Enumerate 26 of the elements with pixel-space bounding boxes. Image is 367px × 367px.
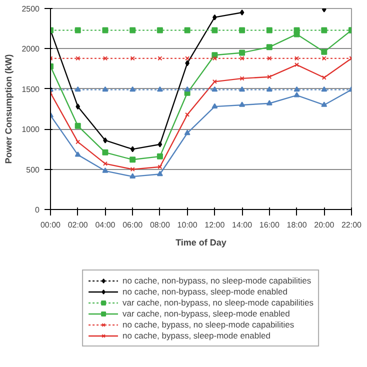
x-tick-label: 22:00: [341, 220, 362, 230]
x-tick-label: 02:00: [68, 220, 88, 230]
x-tick-label: 06:00: [122, 220, 144, 230]
legend-label: no cache, bypass, no sleep-mode capabilities: [122, 319, 294, 329]
x-tick-label: 16:00: [259, 220, 280, 230]
y-tick-label: 0: [35, 206, 40, 214]
x-tick-label: 00:00: [40, 220, 62, 230]
y-tick-label: 500: [26, 165, 40, 174]
y-tick-label: 1000: [22, 125, 40, 134]
y-axis-title: Power Consumption (kW): [4, 54, 14, 164]
legend-label: var cache, non-bypass, sleep-mode enabled: [122, 308, 290, 318]
x-tick-label: 20:00: [314, 220, 335, 230]
x-tick-label: 08:00: [150, 220, 171, 230]
legend-label: no cache, bypass, sleep-mode enabled: [122, 330, 270, 340]
y-tick-label: 2500: [22, 4, 40, 14]
x-tick-label: 12:00: [204, 220, 226, 230]
x-tick-label: 04:00: [95, 220, 116, 230]
x-axis-title: Time of Day: [176, 238, 226, 248]
x-tick-label: 10:00: [177, 220, 198, 230]
x-tick-label: 14:00: [232, 220, 253, 230]
x-tick-label: 18:00: [286, 220, 308, 230]
y-tick-label: 2000: [22, 44, 40, 54]
legend-label: var cache, non-bypass, no sleep-mode capabilities: [122, 297, 314, 307]
legend-label: no cache, non-bypass, no sleep-mode capabilities: [122, 275, 312, 285]
legend-label: no cache, non-bypass, sleep-mode enabled: [122, 286, 288, 296]
y-tick-label: 1500: [22, 84, 40, 94]
